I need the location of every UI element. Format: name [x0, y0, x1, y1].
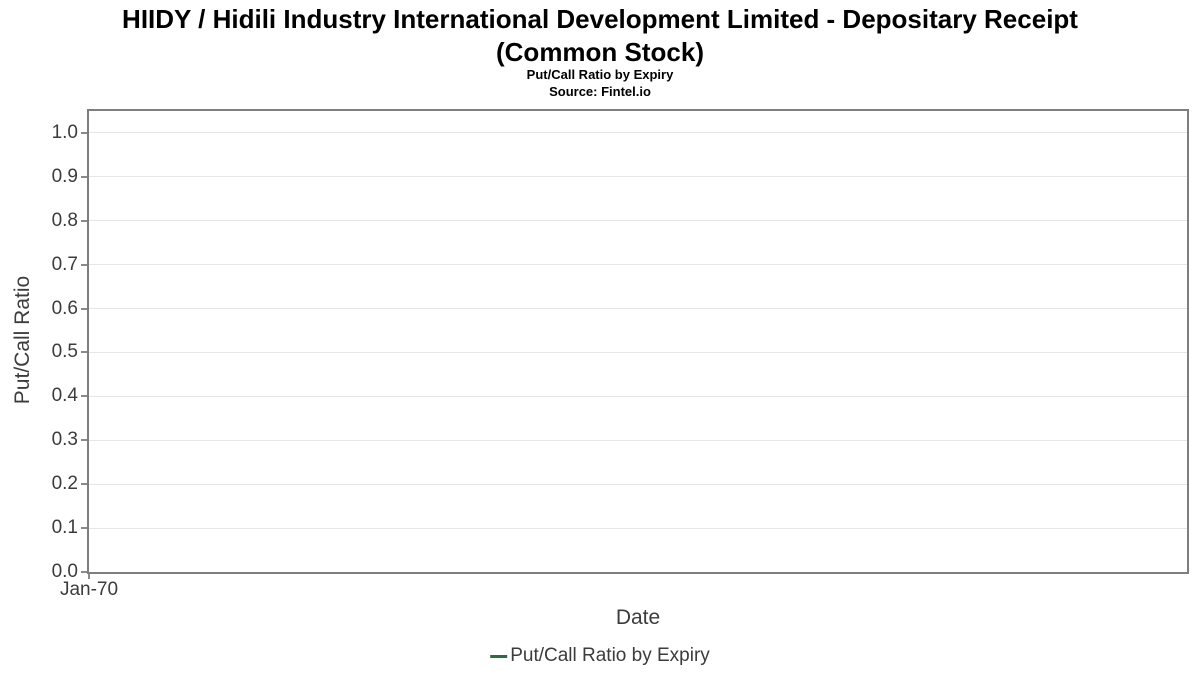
plot-area — [87, 109, 1189, 574]
y-tick-label: 0.6 — [51, 297, 78, 319]
y-tick-label: 0.5 — [51, 341, 78, 363]
y-tick-label: 0.2 — [51, 473, 78, 495]
y-gridline — [89, 264, 1187, 266]
y-gridline — [89, 220, 1187, 222]
y-tick-mark — [81, 527, 87, 530]
y-gridline — [89, 132, 1187, 134]
y-tick-mark — [81, 131, 87, 134]
y-gridline — [89, 176, 1187, 178]
y-tick-mark — [81, 395, 87, 398]
y-tick-label: 0.3 — [51, 429, 78, 451]
chart-title-line2: (Common Stock) — [496, 37, 704, 67]
x-tick-label: Jan-70 — [59, 579, 119, 600]
y-gridline — [89, 351, 1187, 353]
y-tick-label: 0.8 — [51, 209, 78, 231]
y-tick-mark — [81, 219, 87, 222]
y-tick-label: 0.0 — [51, 561, 78, 582]
chart-title: HIIDY / Hidili Industry International De… — [0, 3, 1200, 69]
y-tick-label: 0.7 — [51, 253, 78, 275]
y-tick-mark — [81, 263, 87, 266]
y-tick-label: 0.4 — [51, 385, 78, 407]
y-tick-label: 1.0 — [51, 121, 78, 143]
y-tick-mark — [81, 351, 87, 354]
y-tick-mark — [81, 307, 87, 310]
legend-label: Put/Call Ratio by Expiry — [510, 645, 710, 666]
chart-subtitle: Put/Call Ratio by Expiry — [526, 67, 674, 82]
y-gridline — [89, 483, 1187, 485]
legend-line-marker — [490, 654, 508, 658]
chart-title-line1: HIIDY / Hidili Industry International De… — [122, 4, 1078, 34]
y-gridline — [89, 439, 1187, 441]
chart-source: Source: Fintel.io — [549, 84, 651, 99]
y-gridline — [89, 527, 1187, 529]
y-gridline — [89, 308, 1187, 310]
y-tick-mark — [81, 483, 87, 486]
y-tick-mark — [81, 175, 87, 178]
x-axis-title: Date — [615, 606, 661, 629]
x-tick-mark — [88, 574, 90, 579]
y-tick-mark — [81, 439, 87, 442]
y-gridline — [89, 395, 1187, 397]
legend-item-putcall-ratio[interactable]: Put/Call Ratio by Expiry — [490, 645, 710, 667]
y-tick-label: 0.1 — [51, 517, 78, 539]
y-tick-label: 0.9 — [51, 165, 78, 187]
y-tick-mark — [81, 571, 87, 573]
